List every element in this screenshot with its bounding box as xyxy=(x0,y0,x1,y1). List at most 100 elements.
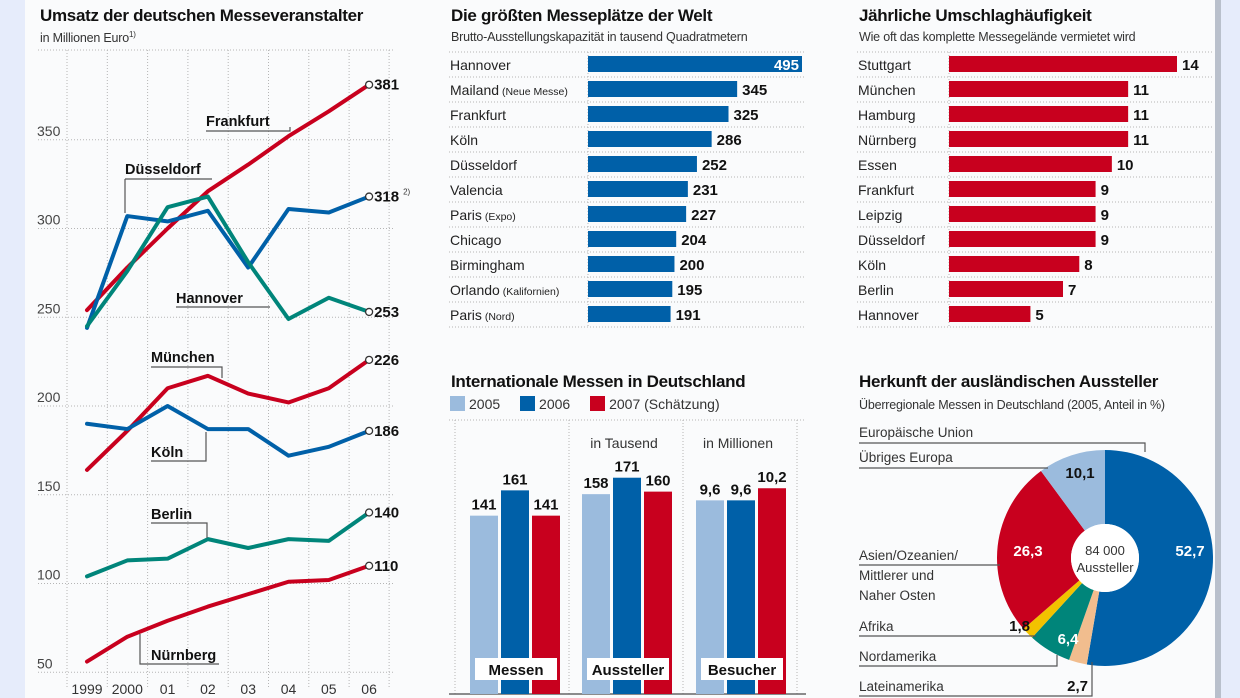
legend-item-2005: 2005 xyxy=(450,396,500,412)
bar-value-label: 195 xyxy=(677,282,702,299)
bar-value-label: 10,2 xyxy=(757,469,786,486)
bar-value-label: 9,6 xyxy=(731,481,752,498)
bar-value-label: 227 xyxy=(691,207,716,224)
x-tick-label: 1999 xyxy=(71,681,102,697)
category-name: Köln xyxy=(450,132,478,148)
y-tick-label: 50 xyxy=(37,655,53,671)
slice-value-label: 52,7 xyxy=(1175,543,1204,560)
bar-value-label: 325 xyxy=(734,107,759,124)
series-end-value: 226 xyxy=(374,352,399,369)
series-label: Düsseldorf xyxy=(125,162,201,178)
series-end-marker xyxy=(364,561,374,570)
legend-swatch xyxy=(590,396,606,411)
bar-value-label: 9 xyxy=(1101,182,1109,199)
legend-label-north-america: Nordamerika xyxy=(859,649,937,664)
category-label: Nürnberg xyxy=(858,132,916,148)
category-name: Köln xyxy=(858,257,886,273)
venues-bar-chart: Hannover 495 Mailand (Neue Messe) 345 Frankf… xyxy=(449,51,804,328)
intl-fairs-bar-chart: 141 161 141 Messen in Tausend 158 171 160 Ausste… xyxy=(449,419,806,695)
series-label: Nürnberg xyxy=(151,648,216,664)
category-name: Stuttgart xyxy=(858,57,911,73)
y-tick-label: 150 xyxy=(37,478,61,494)
bar xyxy=(588,281,673,297)
legend-label-europe-other: Übriges Europa xyxy=(859,450,953,465)
legend-label-africa: Afrika xyxy=(859,619,894,634)
donut-slice xyxy=(1086,450,1213,666)
exhibitor-origin-subtitle: Überregionale Messen in Deutschland (200… xyxy=(859,398,1165,412)
bar-value-label: 141 xyxy=(533,497,558,514)
bar-value-label: 11 xyxy=(1133,132,1149,149)
category-label: Paris (Expo) xyxy=(450,207,516,223)
bar xyxy=(588,81,738,97)
category-name: Düsseldorf xyxy=(858,232,925,248)
category-note: (Neue Messe) xyxy=(499,86,568,98)
category-name: Mailand xyxy=(450,82,499,98)
bar-value-label: 200 xyxy=(679,257,704,274)
donut-center-count: 84 000 xyxy=(1085,543,1125,558)
series-line-nürnberg xyxy=(85,563,372,664)
legend-label-eu: Europäische Union xyxy=(859,425,973,440)
donut-slice xyxy=(1069,590,1100,665)
category-label: Orlando (Kalifornien) xyxy=(450,282,559,298)
slice-value-label-latin-america: 2,7 xyxy=(1067,678,1088,695)
category-label: Düsseldorf xyxy=(858,232,925,248)
series-end-footnote: 2) xyxy=(403,188,410,197)
bar-value-label: 286 xyxy=(717,132,742,149)
group-name-box xyxy=(587,658,669,680)
turnover-chart-title: Jährliche Umschlaghäufigkeit xyxy=(859,6,1092,25)
category-name: Paris xyxy=(450,307,482,323)
legend-label: 2007 (Schätzung) xyxy=(609,396,720,412)
legend-label: 2006 xyxy=(539,396,571,412)
bar-value-label: 495 xyxy=(774,57,799,74)
bar-value-label: 9 xyxy=(1101,207,1109,224)
bar xyxy=(949,131,1129,147)
series-end-marker xyxy=(364,80,374,89)
bar xyxy=(588,131,712,147)
donut-slice xyxy=(1023,580,1083,638)
category-note: (Expo) xyxy=(482,211,516,223)
category-label: Hannover xyxy=(450,57,511,73)
venues-chart-title: Die größten Messeplätze der Welt xyxy=(451,6,713,25)
bar xyxy=(949,56,1177,72)
bar-2006 xyxy=(613,477,641,694)
category-name: Hannover xyxy=(450,57,511,73)
series-end-value: 110 xyxy=(374,558,398,575)
legend-item-2006: 2006 xyxy=(520,396,570,412)
group-name-label: Aussteller xyxy=(592,662,665,679)
x-tick-label: 02 xyxy=(200,681,216,697)
category-label: Paris (Nord) xyxy=(450,307,515,323)
bar xyxy=(949,256,1080,272)
category-label: Berlin xyxy=(858,282,894,298)
y-tick-label: 350 xyxy=(37,123,61,139)
category-name: Frankfurt xyxy=(450,107,506,123)
category-note: (Kalifornien) xyxy=(500,286,560,298)
category-name: Paris xyxy=(450,207,482,223)
category-label: Hamburg xyxy=(858,107,916,123)
group-name-box xyxy=(701,658,783,680)
category-label: Chicago xyxy=(450,232,502,248)
bar-value-label: 11 xyxy=(1133,82,1149,99)
donut-slice xyxy=(1032,583,1094,660)
bar-value-label: 10 xyxy=(1117,157,1134,174)
group-unit-label: in Tausend xyxy=(590,435,657,451)
slice-leader-line xyxy=(859,442,1146,452)
series-label-leader xyxy=(151,366,223,378)
bar xyxy=(588,306,671,322)
category-name: Düsseldorf xyxy=(450,157,517,173)
slice-value-label: 10,1 xyxy=(1065,465,1094,482)
series-end-value: 253 xyxy=(374,304,399,321)
series-label-leader xyxy=(206,127,291,132)
bar xyxy=(949,281,1063,297)
series-label: Hannover xyxy=(176,291,243,307)
category-name: Hannover xyxy=(858,307,919,323)
intl-fairs-chart-title: Internationale Messen in Deutschland xyxy=(451,372,746,391)
category-label: Leipzig xyxy=(858,207,902,223)
series-line-berlin xyxy=(85,510,372,579)
category-label: Köln xyxy=(450,132,478,148)
bar xyxy=(588,106,729,122)
bar-value-label: 141 xyxy=(471,497,496,514)
legend-swatch xyxy=(450,396,465,411)
category-name: Nürnberg xyxy=(858,132,916,148)
bar-value-label: 345 xyxy=(742,82,767,99)
category-name: Chicago xyxy=(450,232,502,248)
